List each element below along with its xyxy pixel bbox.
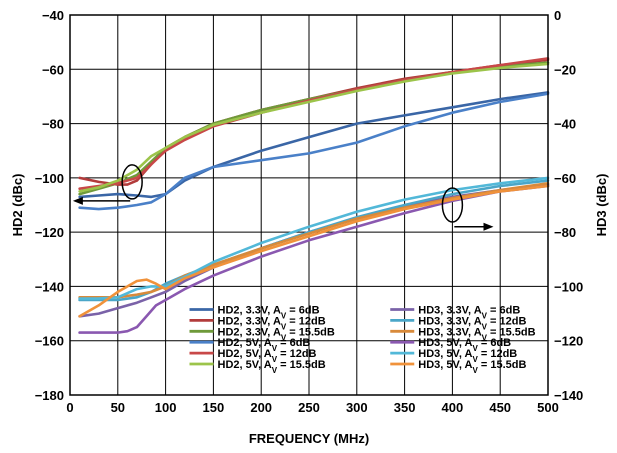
y-tick-label-left: −60 bbox=[42, 62, 64, 77]
right-axis-arrowhead bbox=[483, 222, 494, 231]
tick-labels: 0 50 100 150 200 250 300 350 400 450 500 −40 −60 −80 −… bbox=[35, 8, 584, 415]
legend-entry-label: HD2, 3.3V, AV = 15.5dB bbox=[218, 326, 335, 342]
x-tick-label: 400 bbox=[442, 400, 464, 415]
y-tick-label-right: −60 bbox=[554, 171, 576, 186]
series-line-10 bbox=[78, 184, 550, 334]
plot-frame bbox=[69, 14, 549, 396]
legend-entry-label: HD2, 3.3V, AV = 6dB bbox=[218, 305, 320, 321]
legend-entry-label: HD2, 5V, AV = 12dB bbox=[218, 348, 317, 364]
legend-entry-label: HD3, 5V, AV = 12dB bbox=[418, 348, 517, 364]
x-tick-label: 300 bbox=[346, 400, 368, 415]
y-tick-label-right: −40 bbox=[554, 117, 576, 132]
x-tick-label: 50 bbox=[111, 400, 125, 415]
legend-entry-label: HD3, 3.3V, AV = 15.5dB bbox=[418, 326, 535, 342]
series-line-11 bbox=[78, 176, 550, 300]
x-tick-label: 350 bbox=[394, 400, 416, 415]
series-line-9 bbox=[78, 182, 550, 299]
y-axis-title-right: HD3 (dBc) bbox=[594, 174, 609, 237]
legend-entry-label: HD2, 5V, AV = 6dB bbox=[218, 337, 311, 353]
legend-entry-label: HD3, 5V, AV = 15.5dB bbox=[418, 359, 526, 375]
x-tick-label: 450 bbox=[489, 400, 511, 415]
y-tick-label-left: −140 bbox=[35, 279, 64, 294]
legend-entry-label: HD3, 5V, AV = 6dB bbox=[418, 337, 511, 353]
y-axis-title-left: HD2 (dBc) bbox=[10, 174, 25, 237]
y-tick-label-right: −20 bbox=[554, 62, 576, 77]
y-tick-label-right: −140 bbox=[554, 388, 583, 403]
y-tick-label-left: −180 bbox=[35, 388, 64, 403]
series-line-3 bbox=[78, 61, 550, 196]
y-tick-label-right: −120 bbox=[554, 334, 583, 349]
legend-entry-label: HD3, 3.3V, AV = 12dB bbox=[418, 315, 526, 331]
y-tick-label-right: 0 bbox=[554, 8, 561, 23]
y-tick-label-right: −80 bbox=[554, 225, 576, 240]
annotations bbox=[72, 164, 494, 231]
series-line-7 bbox=[78, 183, 550, 318]
y-tick-label-left: −120 bbox=[35, 225, 64, 240]
series-line-12 bbox=[78, 184, 550, 318]
y-tick-label-left: −160 bbox=[35, 334, 64, 349]
y-tick-label-left: −40 bbox=[42, 8, 64, 23]
series-line-6 bbox=[78, 62, 550, 193]
y-tick-label-left: −100 bbox=[35, 171, 64, 186]
hd2-group-ellipse bbox=[121, 164, 143, 200]
y-tick-label-left: −80 bbox=[42, 117, 64, 132]
series-line-4 bbox=[78, 92, 550, 211]
series-lines bbox=[78, 57, 550, 334]
left-axis-arrowhead bbox=[72, 196, 83, 205]
x-tick-label: 100 bbox=[155, 400, 177, 415]
x-tick-label: 200 bbox=[250, 400, 272, 415]
legend-entry-label: HD2, 5V, AV = 15.5dB bbox=[218, 359, 326, 375]
x-tick-label: 150 bbox=[203, 400, 225, 415]
x-tick-label: 500 bbox=[537, 400, 559, 415]
legend-entry-label: HD2, 3.3V, AV = 12dB bbox=[218, 315, 326, 331]
hd3-group-ellipse bbox=[441, 187, 464, 223]
x-axis-title: FREQUENCY (MHz) bbox=[249, 431, 369, 446]
legend-entry-label: HD3, 3.3V, AV = 6dB bbox=[418, 305, 520, 321]
x-tick-label: 250 bbox=[298, 400, 320, 415]
x-tick-label: 0 bbox=[66, 400, 73, 415]
y-tick-label-right: −100 bbox=[554, 279, 583, 294]
